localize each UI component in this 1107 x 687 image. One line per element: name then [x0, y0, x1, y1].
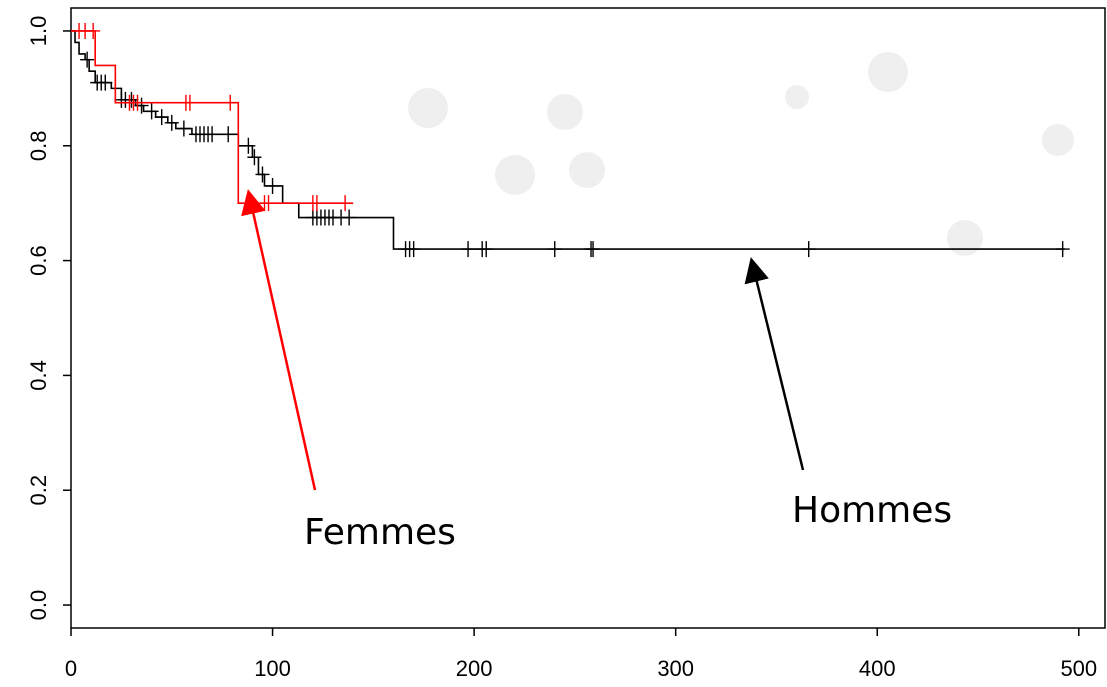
y-tick-label: 0.8 — [26, 130, 51, 161]
censor-mark — [124, 91, 139, 108]
censor-mark — [479, 241, 494, 258]
x-tick-label: 300 — [657, 656, 694, 681]
background-decoration — [408, 52, 1074, 256]
y-tick-label: 0.4 — [26, 360, 51, 391]
censor-mark — [154, 109, 169, 126]
censor-mark — [241, 137, 256, 154]
y-tick-label: 0.6 — [26, 245, 51, 276]
censor-mark — [176, 120, 191, 137]
x-tick-label: 500 — [1060, 656, 1097, 681]
censor-mark — [261, 195, 276, 212]
censor-mark — [1055, 241, 1070, 258]
y-tick-label: 1.0 — [26, 16, 51, 47]
legend-label: Femmes — [304, 512, 456, 553]
censor-mark — [406, 241, 421, 258]
censor-mark — [461, 241, 476, 258]
survival-curve — [71, 30, 354, 204]
censor-mark — [130, 94, 145, 111]
y-tick-label: 0.0 — [26, 590, 51, 621]
censor-mark — [80, 51, 95, 68]
censor-mark — [223, 94, 238, 111]
censor-mark — [255, 166, 270, 183]
x-tick-label: 200 — [456, 656, 493, 681]
censor-mark — [182, 94, 197, 111]
censor-mark — [547, 241, 562, 258]
annotation-arrow — [241, 189, 317, 491]
censor-mark — [586, 241, 601, 258]
censor-mark — [342, 209, 357, 226]
annotation-arrow — [744, 257, 805, 471]
legend-label: Hommes — [792, 490, 952, 531]
y-tick-label: 0.2 — [26, 475, 51, 506]
censor-mark — [309, 195, 324, 212]
censor-mark — [221, 126, 236, 143]
plot-frame — [70, 7, 1106, 629]
x-tick-label: 100 — [254, 656, 291, 681]
censor-mark — [164, 114, 179, 131]
censor-mark — [205, 126, 220, 143]
censor-mark — [247, 149, 262, 166]
x-tick-label: 400 — [859, 656, 896, 681]
survival-curve — [71, 30, 1065, 250]
censor-mark — [265, 177, 280, 194]
censor-mark — [86, 22, 101, 39]
censor-mark — [144, 103, 159, 120]
censor-mark — [98, 74, 113, 91]
censor-mark — [801, 241, 816, 258]
x-tick-label: 0 — [65, 656, 77, 681]
censor-mark — [338, 195, 353, 212]
